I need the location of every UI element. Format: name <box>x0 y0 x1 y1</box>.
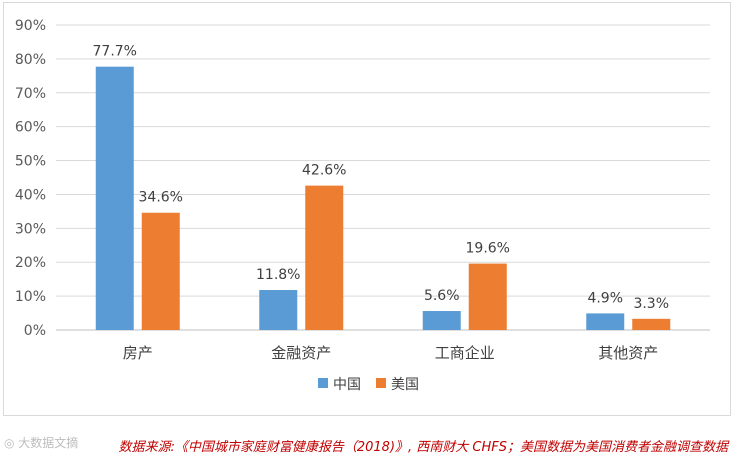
chart-frame <box>3 2 731 416</box>
x-tick-label: 工商企业 <box>435 344 495 362</box>
y-tick-label: 40% <box>15 187 46 203</box>
y-tick-label: 20% <box>15 255 46 271</box>
data-label: 19.6% <box>466 241 510 257</box>
bar <box>305 185 344 330</box>
source-note: 数据来源:《中国城市家庭财富健康报告（2018)》, 西南财大 CHFS；美国数… <box>118 440 728 455</box>
bar <box>422 311 461 330</box>
watermark: ◎ 大数据文摘 <box>4 434 78 451</box>
bar <box>95 66 134 330</box>
data-label: 5.6% <box>424 288 460 304</box>
data-label: 11.8% <box>256 267 300 283</box>
watermark-icon: ◎ <box>4 436 19 450</box>
x-tick-label: 金融资产 <box>271 344 331 362</box>
watermark-text: 大数据文摘 <box>18 436 79 450</box>
y-tick-label: 70% <box>15 86 46 102</box>
bar <box>586 313 625 330</box>
y-tick-label: 80% <box>15 52 46 68</box>
y-tick-label: 10% <box>15 289 46 305</box>
legend-label: 中国 <box>333 377 361 393</box>
bar <box>259 290 298 330</box>
y-tick-label: 60% <box>15 120 46 136</box>
legend-swatch <box>376 378 386 388</box>
legend-swatch <box>318 378 328 388</box>
data-label: 42.6% <box>302 163 346 179</box>
y-tick-label: 90% <box>15 18 46 34</box>
data-label: 34.6% <box>139 190 183 206</box>
y-tick-label: 0% <box>24 323 46 339</box>
legend-label: 美国 <box>391 377 419 393</box>
y-tick-label: 30% <box>15 221 46 237</box>
bar <box>468 263 507 330</box>
x-tick-label: 其他资产 <box>598 344 658 362</box>
data-label: 77.7% <box>93 44 137 60</box>
y-tick-label: 50% <box>15 154 46 170</box>
data-label: 3.3% <box>633 296 669 312</box>
data-label: 4.9% <box>587 290 623 306</box>
bar <box>141 212 180 330</box>
bar <box>632 318 671 330</box>
bar-chart: 0% 10% 20% 30% 40% 50% 60% 70% 80% 90% 77.7% 34.6% 房… <box>15 18 710 393</box>
x-tick-label: 房产 <box>123 344 153 362</box>
